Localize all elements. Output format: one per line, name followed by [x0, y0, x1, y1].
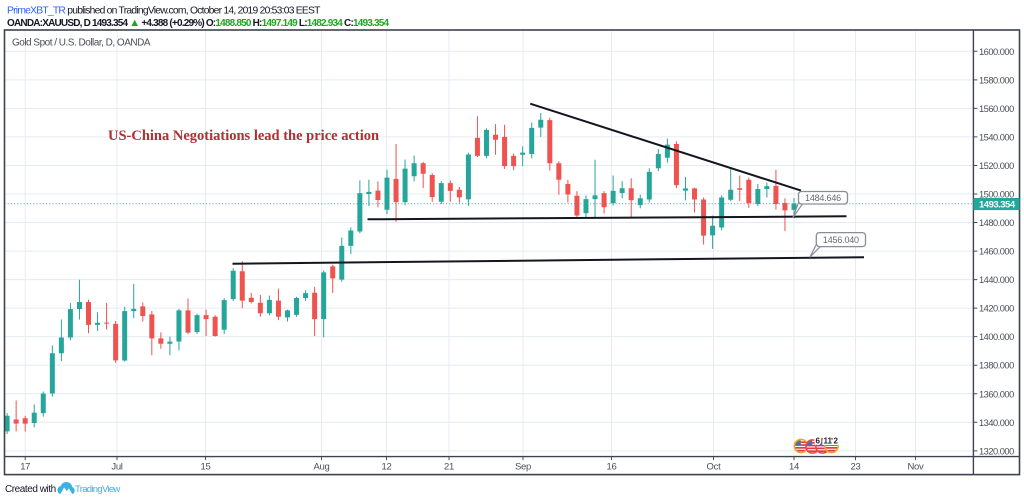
svg-text:Jul: Jul [111, 462, 122, 473]
svg-text:16: 16 [607, 462, 617, 473]
svg-text:1420.000: 1420.000 [979, 304, 1014, 314]
svg-text:Nov: Nov [908, 462, 925, 473]
svg-text:Sep: Sep [515, 462, 531, 473]
svg-text:1520.000: 1520.000 [979, 161, 1014, 171]
svg-text:23: 23 [851, 462, 861, 473]
svg-text:1484.646: 1484.646 [805, 193, 841, 203]
svg-text:PrimeXBT_TR published on Tradi: PrimeXBT_TR published on TradingView.com… [7, 6, 321, 17]
svg-text:1340.000: 1340.000 [979, 418, 1014, 428]
svg-text:1493.354: 1493.354 [979, 200, 1016, 211]
svg-text:1456.040: 1456.040 [823, 235, 859, 245]
svg-text:1500.000: 1500.000 [979, 190, 1014, 200]
svg-text:TradingView: TradingView [75, 484, 120, 495]
svg-text:1400.000: 1400.000 [979, 332, 1014, 342]
svg-text:Gold Spot / U.S. Dollar, D, OA: Gold Spot / U.S. Dollar, D, OANDA [12, 38, 151, 49]
svg-text:14: 14 [789, 462, 799, 473]
svg-text:17: 17 [20, 462, 30, 473]
svg-text:6: 6 [816, 437, 821, 446]
svg-text:11: 11 [824, 437, 833, 446]
svg-text:1480.000: 1480.000 [979, 218, 1014, 228]
svg-text:US-China Negotiations lead the: US-China Negotiations lead the price act… [108, 128, 379, 144]
svg-text:1600.000: 1600.000 [979, 47, 1014, 57]
svg-text:1380.000: 1380.000 [979, 361, 1014, 371]
svg-text:15: 15 [201, 462, 211, 473]
svg-text:1320.000: 1320.000 [979, 446, 1014, 456]
svg-text:Oct: Oct [707, 462, 722, 473]
svg-text:2: 2 [834, 437, 839, 446]
svg-text:1580.000: 1580.000 [979, 75, 1014, 85]
svg-text:OANDA:XAUUSD, D 1493.354 ▲ +4: OANDA:XAUUSD, D 1493.354 ▲ +4.388 (+0.29… [7, 17, 390, 29]
svg-text:Created with: Created with [5, 484, 56, 495]
svg-text:21: 21 [444, 462, 454, 473]
svg-text:1460.000: 1460.000 [979, 247, 1014, 257]
svg-text:12: 12 [382, 462, 392, 473]
svg-text:Aug: Aug [313, 462, 329, 473]
svg-text:1560.000: 1560.000 [979, 104, 1014, 114]
svg-text:1540.000: 1540.000 [979, 132, 1014, 142]
svg-text:1360.000: 1360.000 [979, 389, 1014, 399]
svg-text:1440.000: 1440.000 [979, 275, 1014, 285]
